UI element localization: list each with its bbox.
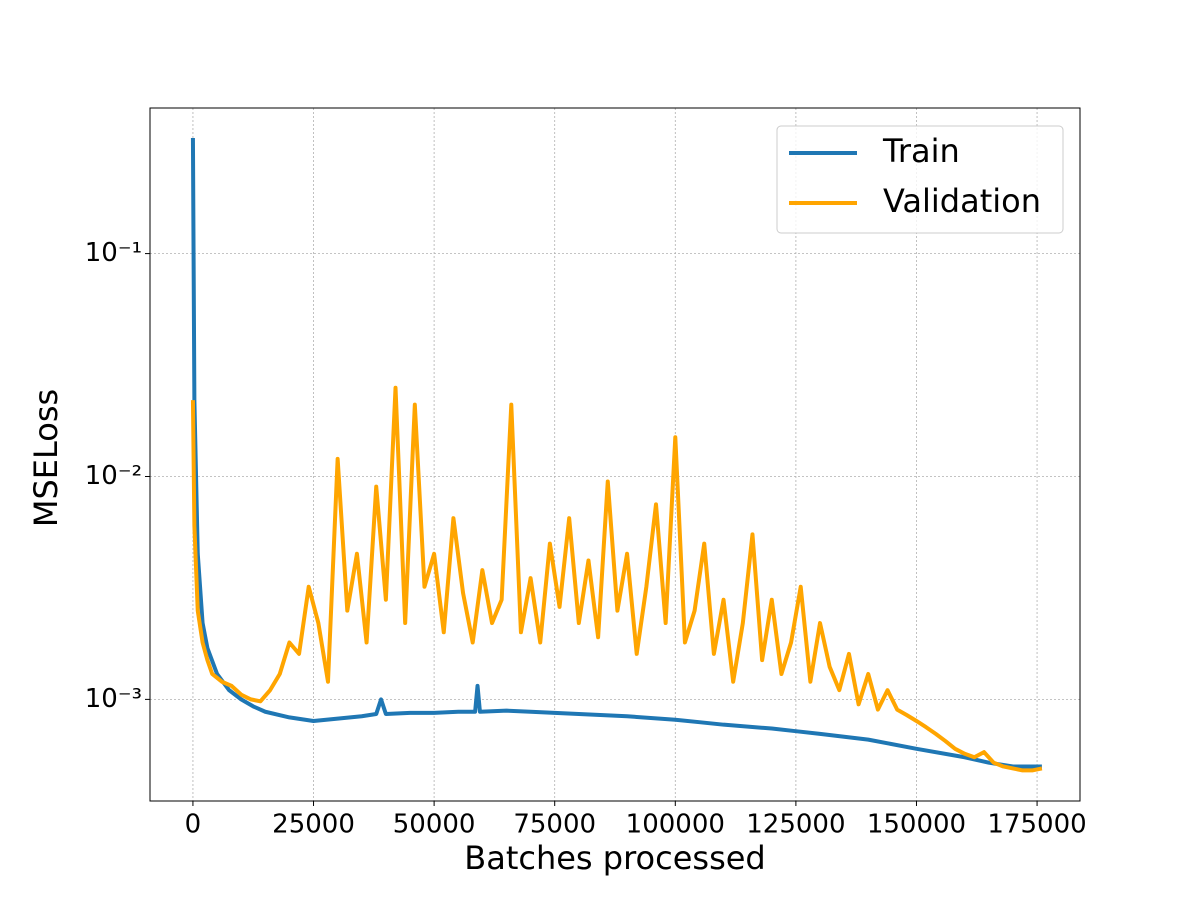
x-tick-label: 50000 <box>393 810 476 840</box>
x-tick-label: 75000 <box>513 810 596 840</box>
y-tick-label: 10⁻² <box>85 461 142 491</box>
x-axis-label: Batches processed <box>464 839 765 877</box>
x-tick-label: 25000 <box>272 810 355 840</box>
y-tick-label: 10⁻³ <box>85 684 142 714</box>
legend-label: Train <box>882 132 960 170</box>
x-tick-label: 100000 <box>626 810 725 840</box>
data-line <box>190 138 1042 769</box>
x-tick-label: 150000 <box>867 810 966 840</box>
y-axis-label: MSELoss <box>27 389 65 527</box>
data-line <box>190 385 1043 773</box>
plot-frame <box>149 107 1081 802</box>
legend-label: Validation <box>883 182 1041 220</box>
x-tick-label: 125000 <box>746 810 845 840</box>
x-tick-label: 0 <box>185 810 202 840</box>
y-tick-label: 10⁻¹ <box>85 238 142 268</box>
x-tick-label: 175000 <box>987 810 1086 840</box>
